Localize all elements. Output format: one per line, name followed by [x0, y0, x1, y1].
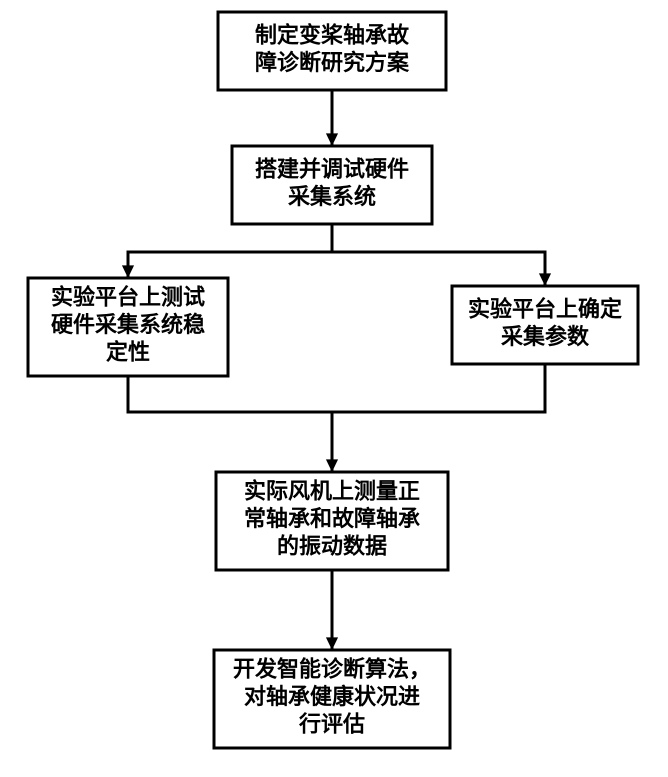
node-text: 硬件采集系统稳 [51, 312, 205, 337]
node-text: 制定变桨轴承故 [255, 22, 410, 47]
node-n4: 实验平台上确定采集参数 [452, 286, 638, 364]
node-text: 障诊断研究方案 [255, 50, 410, 75]
node-n6: 开发智能诊断算法，对轴承健康状况进行评估 [214, 650, 450, 748]
node-n5: 实际风机上测量正常轴承和故障轴承的振动数据 [216, 472, 448, 570]
node-text: 开发智能诊断算法， [233, 657, 431, 682]
node-text: 实际风机上测量正 [244, 479, 420, 504]
edge-split-n4 [332, 252, 545, 286]
edge-n3-merge [128, 376, 332, 412]
arrowhead [326, 637, 338, 650]
arrowhead [326, 133, 338, 146]
node-text: 采集系统 [288, 184, 376, 209]
node-n3: 实验平台上测试硬件采集系统稳定性 [28, 278, 228, 376]
edge-split-n3 [128, 252, 332, 278]
arrowhead [326, 459, 338, 472]
edge-n4-merge [332, 364, 545, 412]
node-text: 常轴承和故障轴承 [244, 506, 420, 531]
node-n1: 制定变桨轴承故障诊断研究方案 [218, 12, 446, 90]
flowchart: 制定变桨轴承故障诊断研究方案搭建并调试硬件采集系统实验平台上测试硬件采集系统稳定… [0, 0, 668, 777]
node-text: 实验平台上测试 [51, 285, 205, 310]
node-text: 的振动数据 [277, 534, 387, 559]
node-text: 采集参数 [501, 324, 590, 349]
node-text: 行评估 [298, 712, 365, 737]
node-text: 搭建并调试硬件 [255, 156, 409, 181]
node-text: 定性 [106, 340, 150, 365]
arrowhead [122, 265, 134, 278]
node-text: 对轴承健康状况进 [244, 684, 420, 709]
node-text: 实验平台上确定 [468, 296, 622, 321]
node-n2: 搭建并调试硬件采集系统 [232, 146, 432, 224]
arrowhead [539, 273, 551, 286]
